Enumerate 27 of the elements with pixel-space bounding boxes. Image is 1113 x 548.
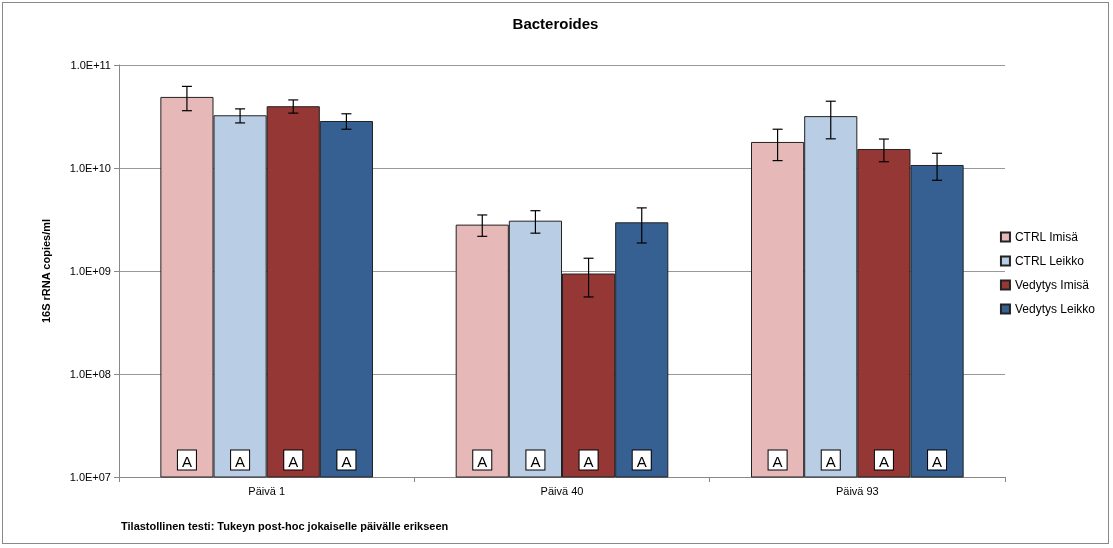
data-label: A: [341, 452, 352, 470]
legend-label: Vedytys Leikko: [1014, 302, 1096, 316]
x-tick-label: Päivä 40: [540, 484, 584, 497]
data-label: A: [636, 452, 647, 470]
y-tick-label: 1.0E+11: [70, 59, 111, 71]
y-tick-label: 1.0E+09: [69, 265, 111, 277]
data-label: A: [932, 452, 943, 470]
legend-label: CTRL Imisä: [1014, 230, 1079, 244]
data-label: A: [530, 452, 541, 470]
data-label: A: [772, 452, 783, 470]
data-label: A: [583, 452, 594, 470]
y-tick-label: 1.0E+08: [69, 368, 111, 380]
data-label: A: [181, 452, 192, 470]
x-tick-label: Päivä 93: [835, 484, 879, 497]
data-label: A: [878, 452, 889, 470]
data-label: A: [825, 452, 836, 470]
x-tick-label: Päivä 1: [248, 484, 286, 497]
chart-title: Bacteroides: [512, 15, 599, 32]
y-tick-label: 1.0E+07: [69, 471, 111, 483]
legend-label: Vedytys Imisä: [1014, 278, 1090, 292]
text: Tilastollinen testi: Tukeyn post-hoc jokaiselle päivälle erikseen: [121, 519, 449, 532]
data-label: A: [477, 452, 488, 470]
data-label: A: [288, 452, 299, 470]
y-axis-title: 16S rRNA copies/ml: [39, 218, 52, 324]
data-label: A: [235, 452, 246, 470]
legend-label: CTRL Leikko: [1014, 254, 1085, 268]
y-tick-label: 1.0E+10: [69, 162, 111, 174]
